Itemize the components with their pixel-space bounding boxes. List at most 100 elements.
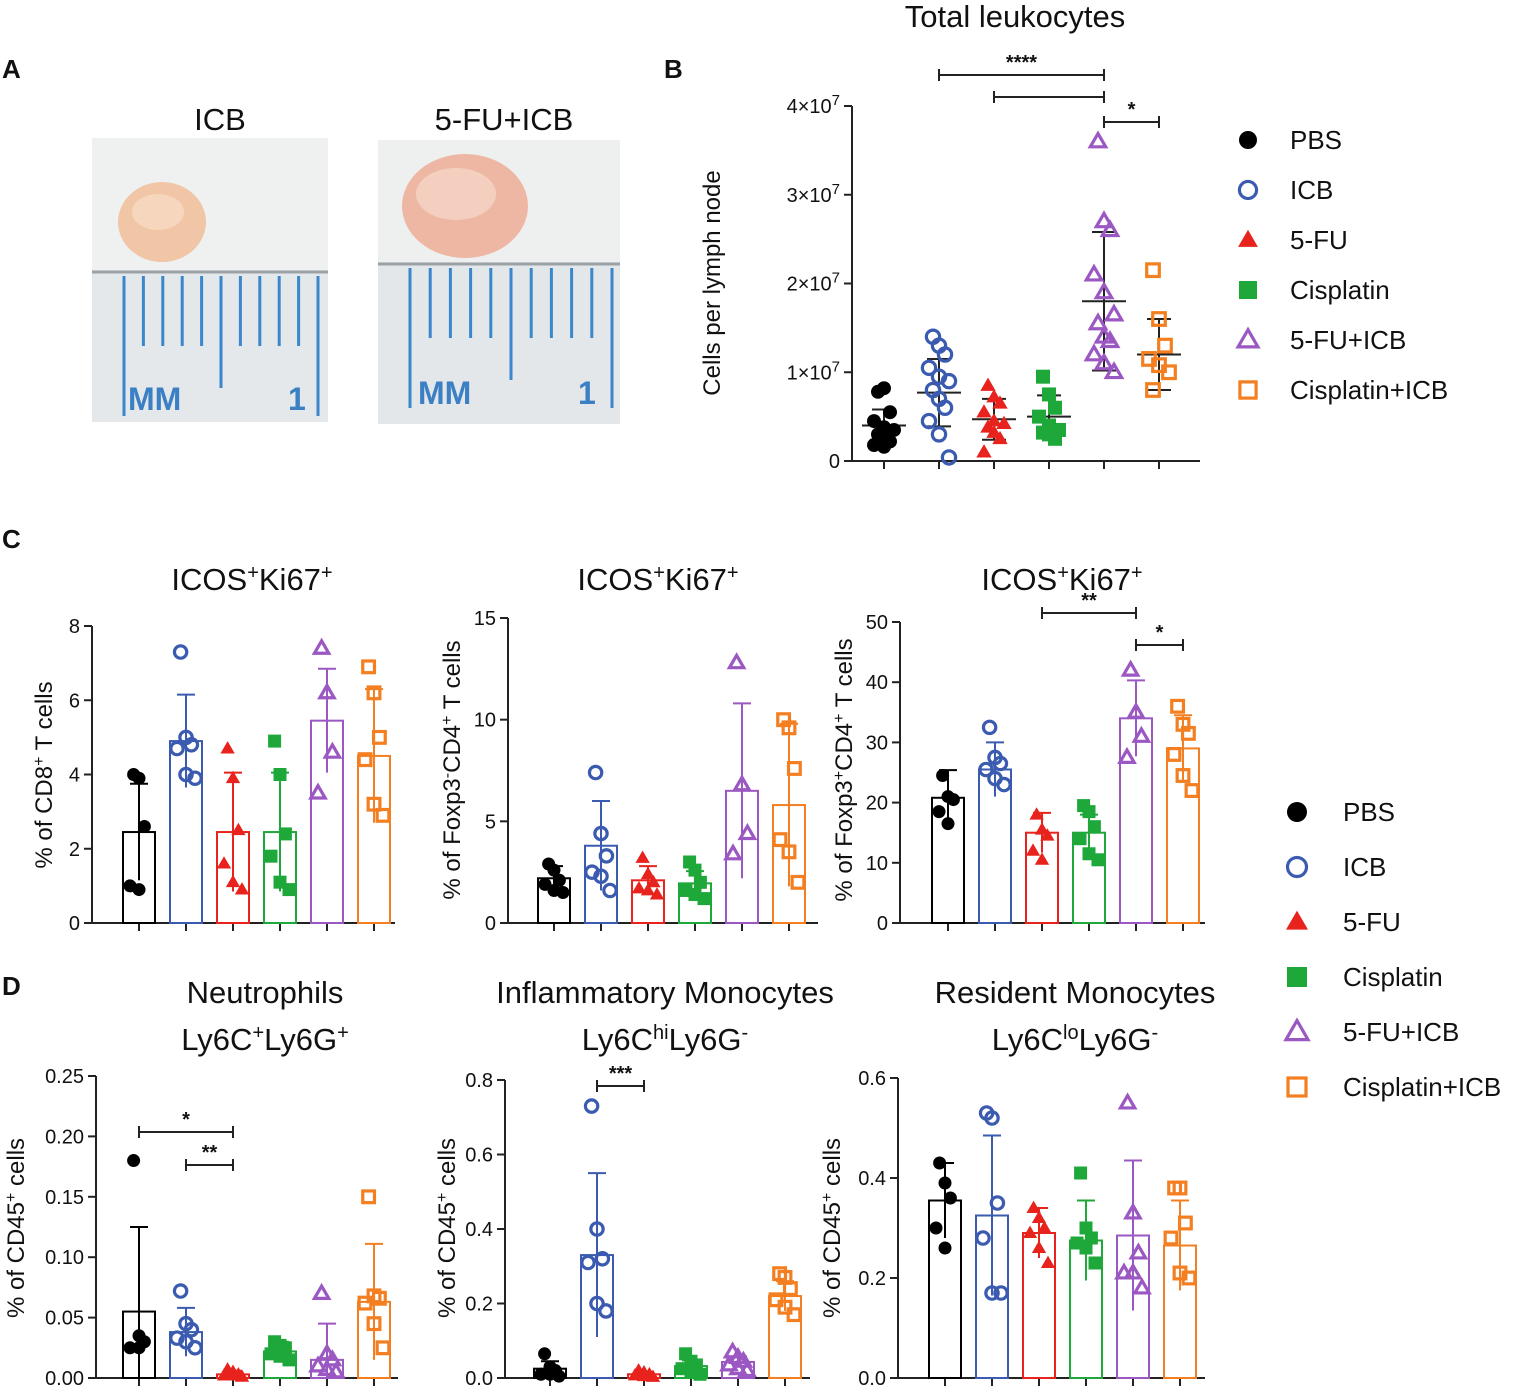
y-tick-label: 0.10 [45,1247,84,1269]
point-Cisplatin [688,863,702,877]
significance-label: **** [1006,52,1037,74]
photo-5fu-icb: MM 1 [378,140,620,424]
point-5-FU [996,415,1012,430]
subtitle-text: Ly6G [264,1022,337,1057]
legend-marker-Cisplatin [1239,281,1257,299]
point-PBS [936,769,950,783]
legend-label: 5-FU+ICB [1290,325,1406,355]
point-Cisplatin+ICB [781,844,797,860]
title-superscript: + [1057,562,1069,584]
point-Cisplatin [693,875,707,889]
y-tick-label: 4×107 [787,92,840,119]
point-PBS [887,422,901,437]
point-Cisplatin [278,827,292,841]
point-5-FU [1029,807,1044,820]
point-5-FU [220,741,235,754]
point-Cisplatin+ICB [366,1316,382,1332]
point-5-FU+ICB [1083,343,1105,362]
point-5-FU+ICB [1126,701,1146,719]
point-Cisplatin+ICB [1166,746,1182,762]
legend-label: 5-FU [1290,225,1348,255]
significance-label: *** [609,1063,633,1085]
point-Cisplatin [1082,805,1096,819]
point-5-FU+ICB [1123,1202,1143,1220]
subtitle-text: Ly6C [181,1022,252,1057]
title-superscript: + [247,562,259,584]
point-PBS [132,771,146,785]
significance-label: * [182,1109,190,1131]
point-Cisplatin [1048,400,1062,415]
point-Cisplatin+ICB [371,1290,387,1306]
legend-marker-PBS [1287,802,1307,822]
point-ICB [920,412,938,430]
y-tick-label: 50 [866,612,888,634]
subtitle-text: Ly6G [1079,1022,1152,1057]
title-text: Ki67 [665,562,727,597]
point-PBS [552,1369,566,1383]
point-ICB [930,426,948,443]
chart-resident-monocytes: 0.0 0.2 0.4 0.6 Resident Monocytes Ly6CloLy6G… [819,975,1216,1390]
lymph-node-highlight [416,168,496,220]
point-5-FU+ICB [1128,1242,1149,1260]
point-Cisplatin [1079,1221,1093,1235]
ruler-ticks [122,276,320,416]
y-tick-label: 0.25 [45,1066,84,1088]
title-text: ICOS [171,562,247,597]
point-5-FU+ICB [317,1358,337,1377]
point-5-FU [225,874,241,888]
legend-label: PBS [1290,125,1342,155]
point-Cisplatin+ICB [786,1307,802,1323]
subtitle-superscript: - [1152,1022,1159,1044]
point-5-FU [216,1368,232,1381]
point-5-FU [1022,1225,1038,1238]
legend-marker-ICB [1237,179,1259,201]
point-Cisplatin+ICB [1145,382,1161,398]
point-Cisplatin+ICB [782,1281,798,1297]
title-superscript: + [653,562,665,584]
point-PBS [132,883,146,897]
point-PBS [867,414,881,429]
significance-label: * [1128,99,1136,121]
legend-label: Cisplatin+ICB [1290,375,1448,405]
point-Cisplatin [1091,853,1105,867]
point-PBS [941,817,955,831]
ylabel-superscript: + [434,1193,451,1202]
y-axis-label: % of CD45+ cells [434,1138,462,1318]
point-ICB [187,1340,203,1356]
y-tick-label: 6 [69,690,80,712]
point-5-FU+ICB [1132,1277,1152,1295]
ylabel-text: T cells [31,681,58,756]
legend-marker-5-FU+ICB [1235,326,1261,349]
point-ICB [996,776,1012,793]
point-5-FU+ICB [1087,312,1109,331]
point-Cisplatin [282,1353,296,1367]
point-5-FU [649,887,665,900]
point-ICB [975,1230,991,1246]
point-Cisplatin+ICB [1151,311,1167,327]
point-PBS [938,1241,952,1255]
point-Cisplatin+ICB [1184,783,1200,799]
y-tick-label: 0 [69,913,80,935]
point-ICB [940,372,958,390]
ylabel-superscript: + [3,1193,20,1202]
point-ICB [183,737,200,753]
y-tick-label: 10 [474,710,496,732]
point-5-FU [1031,1240,1047,1253]
y-axis-label: % of Foxp3+CD4+ T cells [831,638,859,901]
ylabel-superscript: + [31,757,48,766]
y-tick-label: 2 [69,839,80,861]
y-tick-exponent: 7 [832,358,840,375]
legend-label: PBS [1343,797,1395,827]
chart-neutrophils: 0.000.050.100.150.200.25***NeutrophilsLy… [3,975,398,1390]
chart-title: ICOS+Ki67+ [171,562,332,597]
point-ICB [936,399,954,417]
point-Cisplatin [264,849,278,863]
y-tick-label: 15 [474,608,496,630]
point-ICB [183,1321,200,1338]
y-tick-label: 0.0 [465,1368,493,1390]
ylabel-text: % of CD45 [819,1202,846,1318]
point-5-FU+ICB [1093,281,1115,300]
legend-label: 5-FU [1343,907,1401,937]
significance-label: ** [1081,590,1097,612]
